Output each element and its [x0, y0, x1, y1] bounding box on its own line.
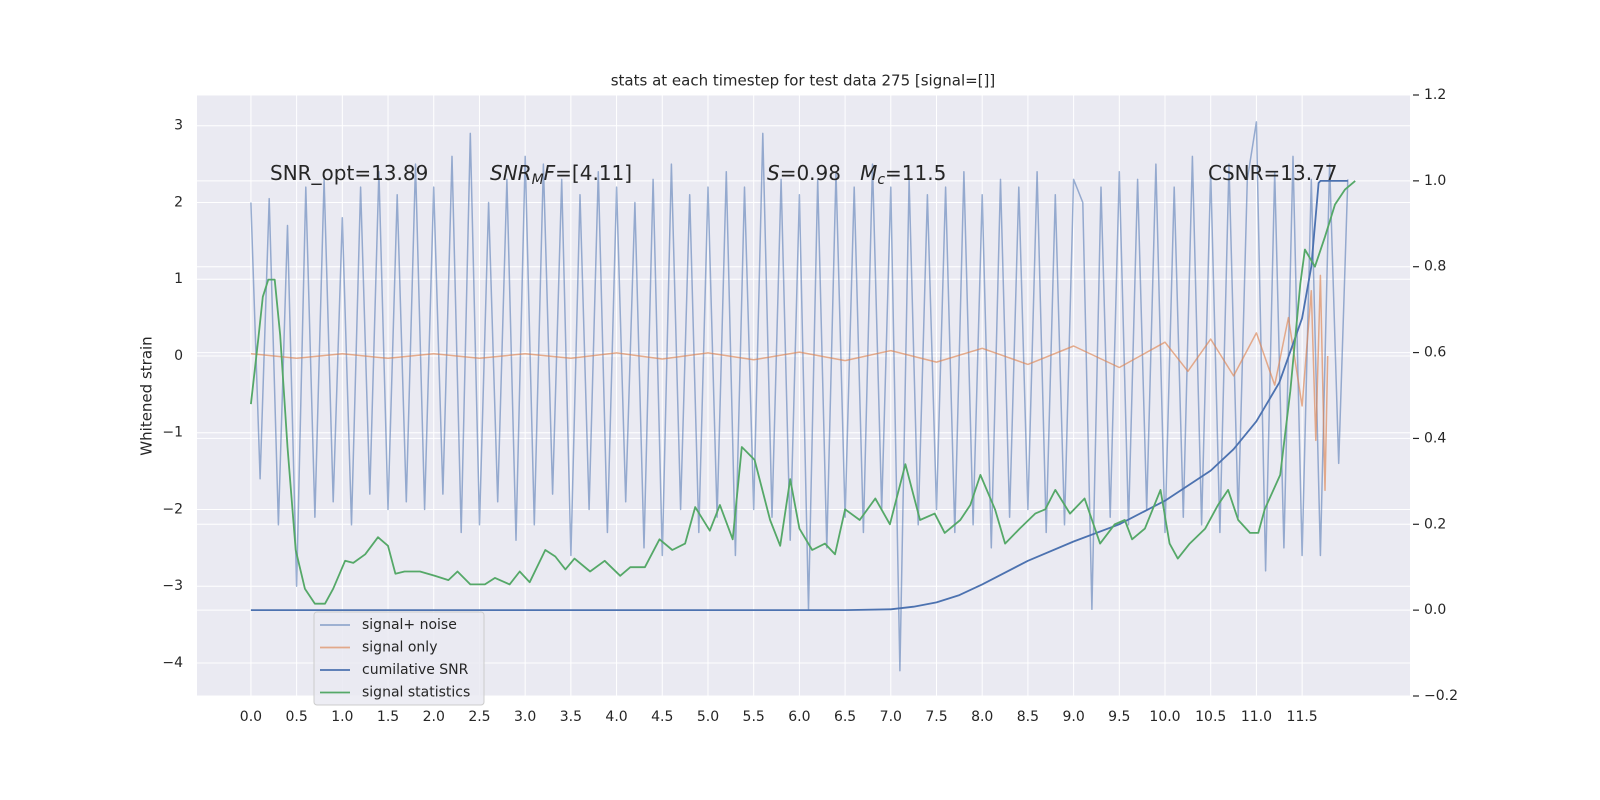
annotation-part: =[4.11]: [555, 161, 632, 185]
x-tick-label: 0.5: [286, 709, 308, 725]
x-tick-label: 8.0: [971, 709, 993, 725]
y2-tick-label: 0.4: [1424, 430, 1446, 446]
x-tick-label: 3.5: [560, 709, 582, 725]
y-tick-label: 3: [174, 118, 183, 134]
x-tick-label: 4.5: [651, 709, 673, 725]
annotation-part: =0.98: [780, 161, 860, 185]
x-tick-label: 6.0: [788, 709, 810, 725]
legend-label: signal only: [362, 640, 437, 656]
y2-tick-label: −0.2: [1424, 688, 1458, 704]
x-tick-label: 6.5: [834, 709, 856, 725]
annotation-part: SNR_opt=13.89: [270, 161, 428, 185]
legend-box: [313, 611, 485, 706]
series-line: [250, 274, 1329, 492]
series-line: [250, 180, 1356, 605]
x-tick-label: 8.5: [1017, 709, 1039, 725]
x-tick-label: 1.5: [377, 709, 399, 725]
annotation-part: S: [767, 161, 780, 185]
y2-tick-label: 1.0: [1424, 173, 1446, 189]
y-axis-label: Whitened strain: [138, 336, 156, 455]
legend-label: signal statistics: [362, 685, 470, 701]
x-tick-label: 10.0: [1149, 709, 1180, 725]
annotation-part: M: [532, 172, 544, 188]
y-tick-label: −4: [162, 655, 183, 671]
legend-label: signal+ noise: [362, 617, 457, 633]
y-tick-label: 1: [174, 271, 183, 287]
annotation: CSNR=13.77: [1208, 161, 1338, 185]
x-tick-label: 4.0: [605, 709, 627, 725]
series-layer: [250, 121, 1356, 672]
annotation-part: F: [544, 161, 556, 185]
annotation-part: =11.5: [885, 161, 946, 185]
series-line: [250, 180, 1348, 611]
x-tick-label: 2.5: [468, 709, 490, 725]
annotation: SNR_opt=13.89: [270, 161, 428, 185]
annotation-part: SNR: [490, 161, 532, 185]
legend-label: cumilative SNR: [362, 662, 469, 678]
y-tick-label: −2: [162, 501, 183, 517]
annotation-part: c: [877, 172, 885, 188]
x-tick-label: 1.0: [331, 709, 353, 725]
x-tick-label: 5.0: [697, 709, 719, 725]
x-tick-label: 3.0: [514, 709, 536, 725]
chart-title: stats at each timestep for test data 275…: [611, 72, 996, 90]
y2-tick-label: 0.0: [1424, 602, 1446, 618]
legend: signal+ noise signal only cumilative SNR si…: [313, 611, 485, 706]
annotation: SNRMF=[4.11]: [490, 161, 632, 188]
x-tick-label: 5.5: [743, 709, 765, 725]
y-tick-label: −1: [162, 425, 183, 441]
y2-tick-label: 0.8: [1424, 259, 1446, 275]
series-line: [250, 121, 1349, 672]
x-tick-label: 7.0: [880, 709, 902, 725]
annotation-part: CSNR=13.77: [1208, 161, 1338, 185]
x-tick-label: 9.0: [1062, 709, 1084, 725]
y2-tick-label: 0.6: [1424, 345, 1446, 361]
x-tick-label: 0.0: [240, 709, 262, 725]
x-tick-label: 9.5: [1108, 709, 1130, 725]
y2-tick-label: 1.2: [1424, 87, 1446, 103]
x-tick-label: 7.5: [925, 709, 947, 725]
annotation: S=0.98 Mc=11.5: [767, 161, 946, 188]
x-tick-label: 11.0: [1241, 709, 1272, 725]
x-tick-label: 11.5: [1287, 709, 1318, 725]
label-layer: 0.0 0.5 1.0 1.5 2.0 2.5 3.0 3.5 4.0 4.5 5.0 5.5 6.0 6…: [162, 87, 1458, 725]
annotation-part: M: [860, 161, 877, 185]
y2-tick-label: 0.2: [1424, 516, 1446, 532]
y-tick-label: 2: [174, 194, 183, 210]
y-tick-label: −3: [162, 578, 183, 594]
y-tick-label: 0: [174, 348, 183, 364]
x-tick-label: 10.5: [1195, 709, 1226, 725]
x-tick-label: 2.0: [423, 709, 445, 725]
